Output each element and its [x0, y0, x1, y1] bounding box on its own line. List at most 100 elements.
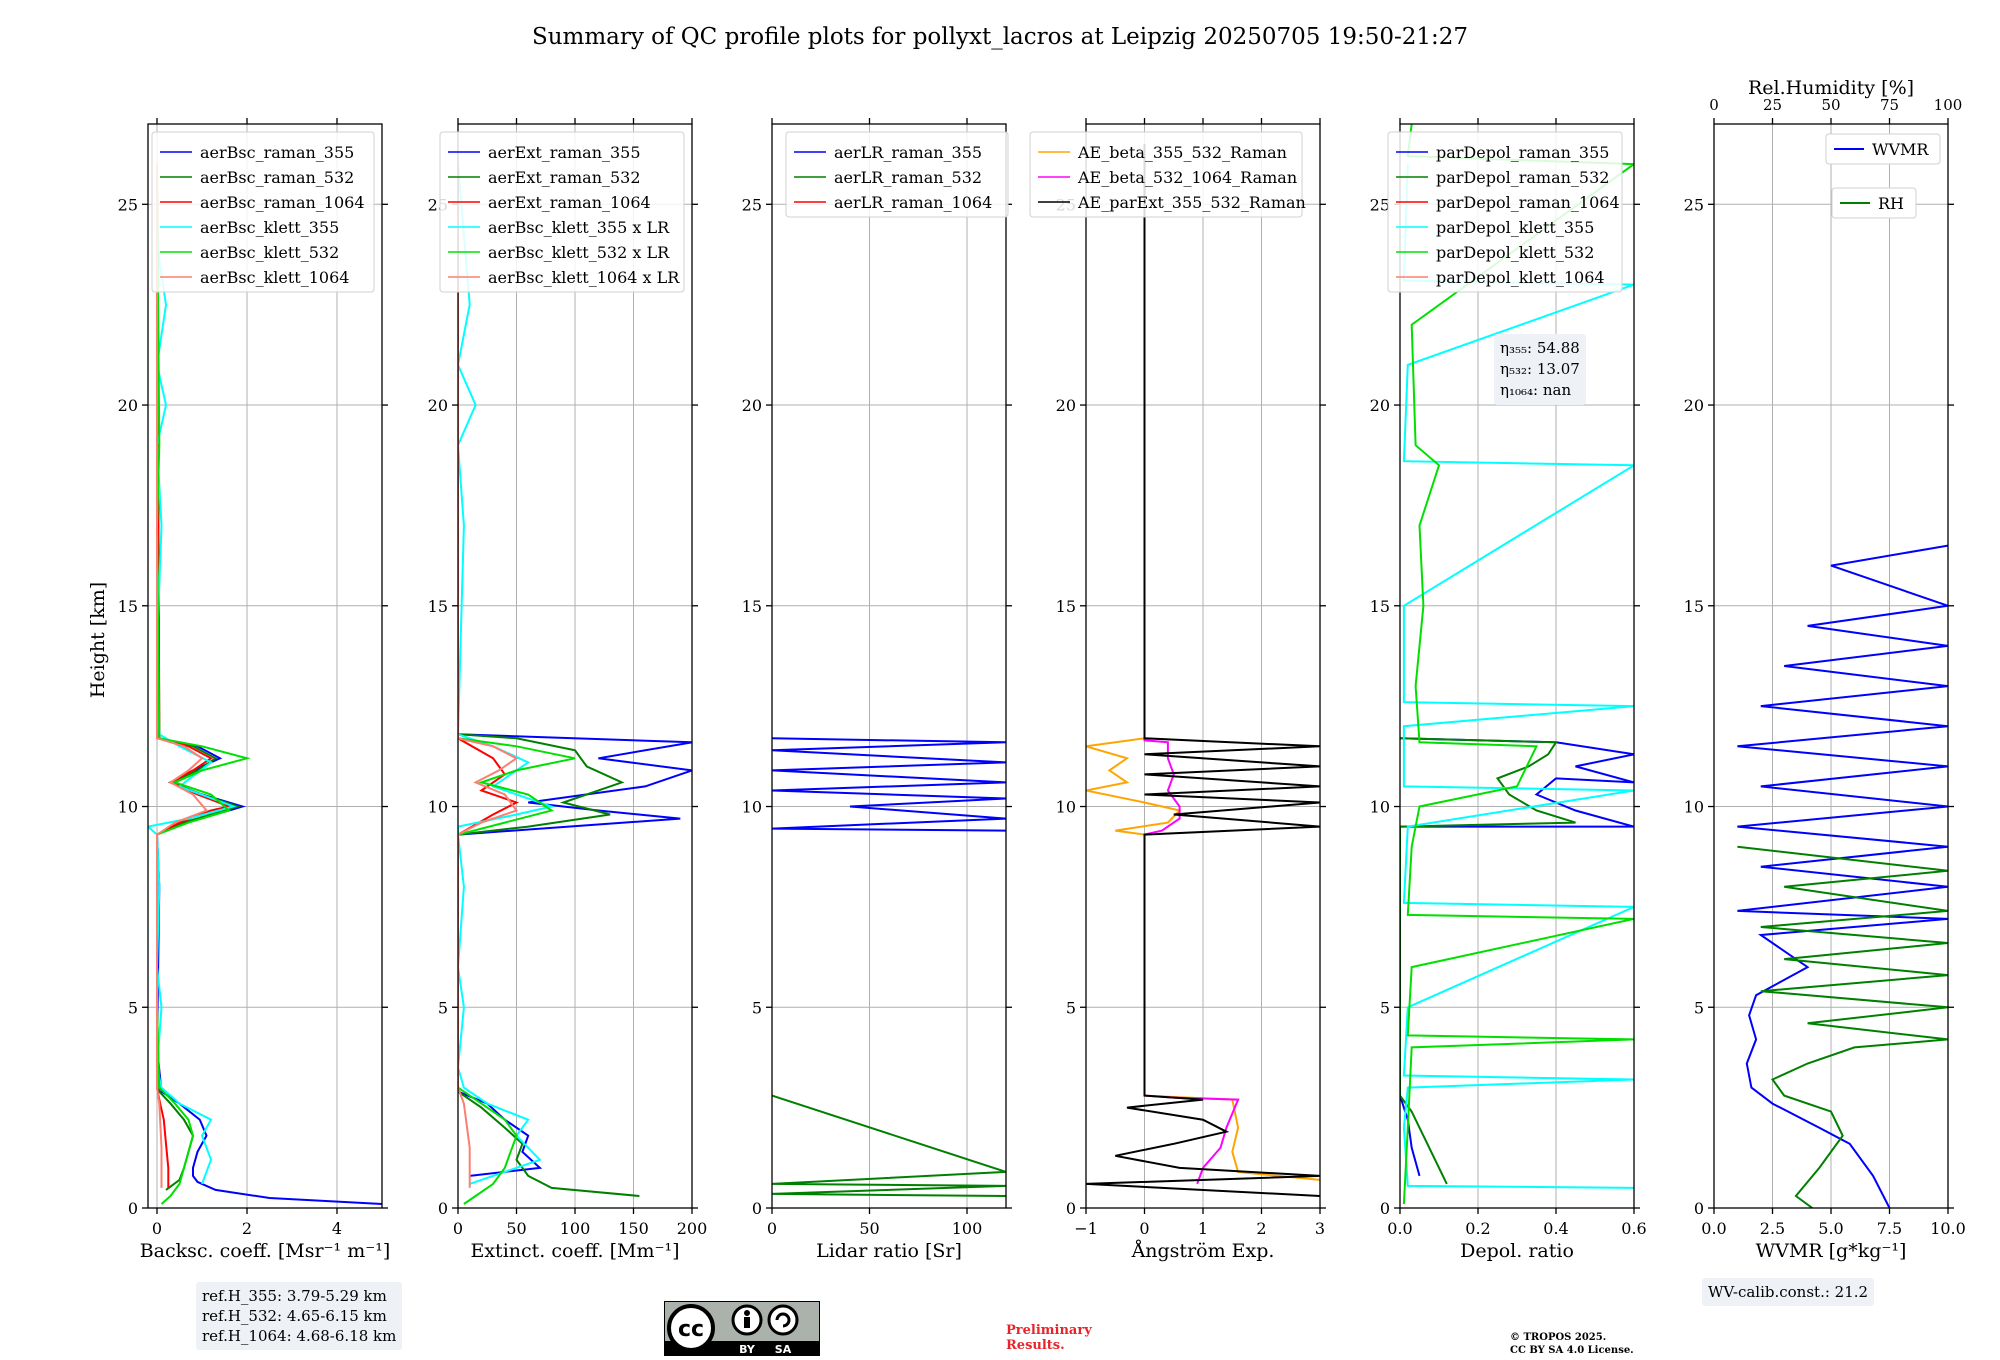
series-aerBsc_raman_355	[155, 164, 382, 1205]
legend-label: aerExt_raman_1064	[488, 193, 651, 212]
legend-label: AE_beta_355_532_Raman	[1077, 143, 1287, 162]
series-group	[1737, 544, 1948, 1208]
x-tick-label: 5.0	[1818, 1219, 1843, 1238]
copyright-note: © TROPOS 2025. CC BY SA 4.0 License.	[1510, 1331, 1634, 1357]
preliminary-line-1: Preliminary	[1006, 1323, 1092, 1338]
x-axis-label: Depol. ratio	[1460, 1240, 1574, 1262]
x-axis-label: Extinct. coeff. [Mm⁻¹]	[470, 1240, 679, 1262]
panel-3: 0 50 100 0 5 10 15 20 25 Lidar ratio [Sr] aerLR_ra…	[742, 118, 1012, 1262]
series-AE_parExt_355_532_Raman	[1086, 144, 1320, 1197]
y-tick-label: 15	[118, 597, 138, 616]
copyright-line-1: © TROPOS 2025.	[1510, 1332, 1607, 1343]
cc-by-sa-logo: cc BY SA	[663, 1300, 821, 1357]
top-tick-label: 0	[1709, 96, 1719, 114]
legend-box	[439, 131, 685, 293]
x-tick-label: 100	[952, 1219, 983, 1238]
y-tick-label: 20	[118, 396, 138, 415]
series-aerBsc_klett_532	[155, 164, 251, 1205]
series-RH	[1737, 845, 1948, 1208]
y-tick-label: 15	[1684, 597, 1704, 616]
legend-label: aerBsc_klett_355	[200, 218, 339, 237]
legend-label: parDepol_klett_355	[1436, 218, 1594, 237]
y-tick-label: 25	[1684, 195, 1704, 214]
y-tick-label: 0	[1066, 1199, 1076, 1218]
top-tick-label: 50	[1821, 96, 1840, 114]
x-axis-label: WVMR [g*kg⁻¹]	[1756, 1240, 1907, 1262]
x-tick-label: 0	[1139, 1219, 1149, 1238]
wv-calibration-box: WV-calib.const.: 21.2	[1702, 1278, 1875, 1306]
preliminary-results-note: Preliminary Results.	[1006, 1323, 1092, 1353]
series-aerBsc_klett_532 x LR	[458, 164, 576, 1205]
y-tick-label: 0	[752, 1199, 762, 1218]
legend-label: WVMR	[1872, 140, 1929, 159]
legend-label: AE_parExt_355_532_Raman	[1077, 193, 1306, 212]
series-aerLR_raman_532	[772, 1094, 1006, 1197]
legend-box	[785, 131, 1009, 218]
cc-sa-label: SA	[775, 1343, 792, 1356]
x-tick-label: 4	[332, 1219, 342, 1238]
y-tick-label: 5	[1066, 998, 1076, 1017]
ref-height-1064: ref.H_1064: 4.68-6.18 km	[202, 1327, 397, 1345]
y-tick-label: 0	[128, 1199, 138, 1218]
series-parDepol_klett_355	[1402, 164, 1634, 1189]
panel-4: −101230510152025Ångström Exp.AE_beta_355…	[1029, 118, 1326, 1262]
x-tick-label: 0	[152, 1219, 162, 1238]
y-tick-label: 5	[128, 998, 138, 1017]
ref-height-355: ref.H_355: 3.79-5.29 km	[202, 1287, 387, 1305]
x-tick-label: 150	[618, 1219, 649, 1238]
series-group	[148, 164, 382, 1205]
series-aerBsc_klett_1064	[156, 164, 209, 1188]
y-tick-label: 20	[742, 396, 762, 415]
legend-label: aerLR_raman_1064	[834, 193, 992, 212]
series-aerBsc_klett_355	[148, 164, 237, 1185]
x-tick-label: 0	[453, 1219, 463, 1238]
y-axis-label: Height [km]	[87, 582, 109, 698]
y-tick-label: 10	[1056, 798, 1076, 817]
top-tick-label: 75	[1880, 96, 1899, 114]
reference-height-box: ref.H_355: 3.79-5.29 km ref.H_532: 4.65-…	[196, 1282, 403, 1350]
series-aerBsc_klett_355 x LR	[458, 164, 556, 1185]
legend-label: aerLR_raman_355	[834, 143, 982, 162]
x-tick-label: 0.0	[1387, 1219, 1412, 1238]
legend-label: parDepol_raman_1064	[1436, 193, 1620, 212]
x-tick-label: 0.6	[1621, 1219, 1646, 1238]
top-tick-label: 25	[1763, 96, 1782, 114]
x-tick-label: 0.2	[1465, 1219, 1490, 1238]
series-WVMR	[1737, 544, 1948, 1208]
y-tick-label: 10	[1370, 798, 1390, 817]
series-group	[458, 164, 692, 1205]
x-tick-label: 0	[767, 1219, 777, 1238]
panel-5: 0.0 0.2 0.4 0.6 0 5 10 15 20 25 Depol. ratio parDep…	[1370, 118, 1647, 1262]
legend-label: aerBsc_raman_1064	[200, 193, 365, 212]
y-tick-label: 5	[438, 998, 448, 1017]
legend-label: parDepol_raman_532	[1436, 168, 1609, 187]
panel-1: 0 2 4 0 5 10 15 20 25 Backsc. coeff. [Msr⁻¹ m⁻¹] a…	[118, 118, 390, 1262]
y-tick-label: 5	[1694, 998, 1704, 1017]
series-group	[1400, 124, 1634, 1205]
axes-frame	[771, 123, 1007, 1209]
x-tick-label: 0.0	[1701, 1219, 1726, 1238]
y-tick-label: 15	[742, 597, 762, 616]
series-AE_beta_355_532_Raman	[1086, 737, 1320, 1181]
legend-box	[151, 131, 375, 293]
legend-label: aerBsc_klett_355 x LR	[488, 218, 670, 237]
x-tick-label: 3	[1315, 1219, 1325, 1238]
x-tick-label: 2.5	[1760, 1219, 1785, 1238]
legend-label: aerBsc_klett_1064	[200, 268, 349, 287]
y-tick-label: 0	[438, 1199, 448, 1218]
y-tick-label: 25	[1370, 195, 1390, 214]
top-tick-label: 100	[1934, 96, 1963, 114]
legend-label: aerExt_raman_532	[488, 168, 641, 187]
y-tick-label: 5	[752, 998, 762, 1017]
legend-label: aerBsc_klett_532	[200, 243, 339, 262]
legend-box	[1387, 131, 1623, 293]
series-aerBsc_klett_1064 x LR	[458, 164, 519, 1188]
y-tick-label: 15	[1056, 597, 1076, 616]
eta-532: η₅₃₂: 13.07	[1500, 360, 1580, 378]
series-aerExt_raman_1064	[458, 164, 520, 836]
x-tick-label: 10.0	[1930, 1219, 1966, 1238]
y-tick-label: 0	[1694, 1199, 1704, 1218]
series-AE_beta_532_1064_Raman	[1143, 144, 1240, 1185]
y-tick-label: 20	[428, 396, 448, 415]
x-tick-label: 2	[242, 1219, 252, 1238]
